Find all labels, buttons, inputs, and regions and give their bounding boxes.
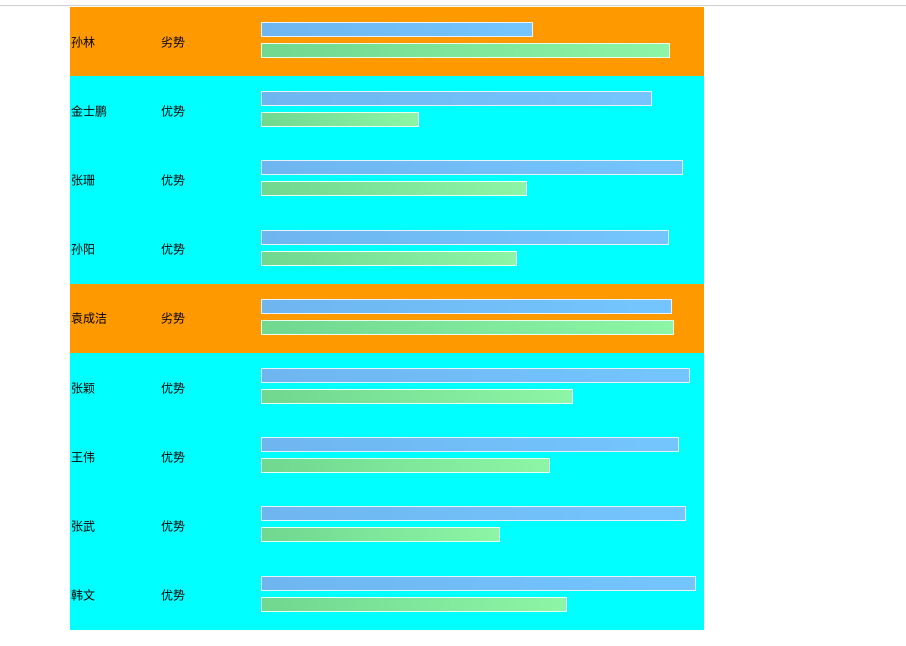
status-label: 优势: [161, 242, 186, 257]
green-bar: [261, 527, 500, 543]
employee-name: 孙林: [71, 35, 96, 50]
status-label: 优势: [161, 381, 186, 396]
status-label: 优势: [161, 104, 186, 119]
top-border-line: [0, 5, 906, 6]
employee-name: 王伟: [71, 450, 96, 465]
employee-name: 金士鹏: [71, 104, 108, 119]
blue-bar: [261, 91, 652, 107]
status-label: 劣势: [161, 35, 186, 50]
employee-name: 张武: [71, 519, 96, 534]
employee-name: 张珊: [71, 173, 96, 188]
status-label: 优势: [161, 519, 186, 534]
blue-bar: [261, 437, 679, 453]
table-row: 袁成洁 劣势: [70, 283, 704, 353]
comparison-table: 孙林 劣势 金士鹏 优势 张珊 优势 孙阳 优势 袁成洁 劣势 张颖 优势 王伟…: [70, 7, 704, 630]
green-bar: [261, 112, 419, 128]
blue-bar: [261, 575, 696, 591]
employee-name: 袁成洁: [71, 311, 108, 326]
table-row: 孙林 劣势: [70, 7, 704, 77]
table-row: 韩文 优势: [70, 560, 704, 630]
table-row: 王伟 优势: [70, 422, 704, 492]
green-bar: [261, 43, 670, 58]
blue-bar: [261, 160, 683, 176]
green-bar: [261, 181, 527, 197]
status-label: 优势: [161, 588, 186, 603]
green-bar: [261, 319, 674, 335]
blue-bar: [261, 298, 672, 314]
table-row: 孙阳 优势: [70, 214, 704, 284]
green-bar: [261, 596, 567, 612]
table-row: 张颖 优势: [70, 352, 704, 423]
table-row: 张武 优势: [70, 491, 704, 561]
status-label: 优势: [161, 173, 186, 188]
green-bar: [261, 250, 517, 266]
table-row: 金士鹏 优势: [70, 76, 704, 146]
employee-name: 孙阳: [71, 242, 96, 257]
blue-bar: [261, 22, 533, 37]
employee-name: 张颖: [71, 381, 96, 396]
employee-name: 韩文: [71, 588, 96, 603]
green-bar: [261, 458, 550, 474]
green-bar: [261, 388, 573, 404]
status-label: 优势: [161, 450, 186, 465]
table-row: 张珊 优势: [70, 145, 704, 215]
blue-bar: [261, 506, 686, 522]
status-label: 劣势: [161, 311, 186, 326]
blue-bar: [261, 367, 690, 383]
blue-bar: [261, 229, 669, 245]
